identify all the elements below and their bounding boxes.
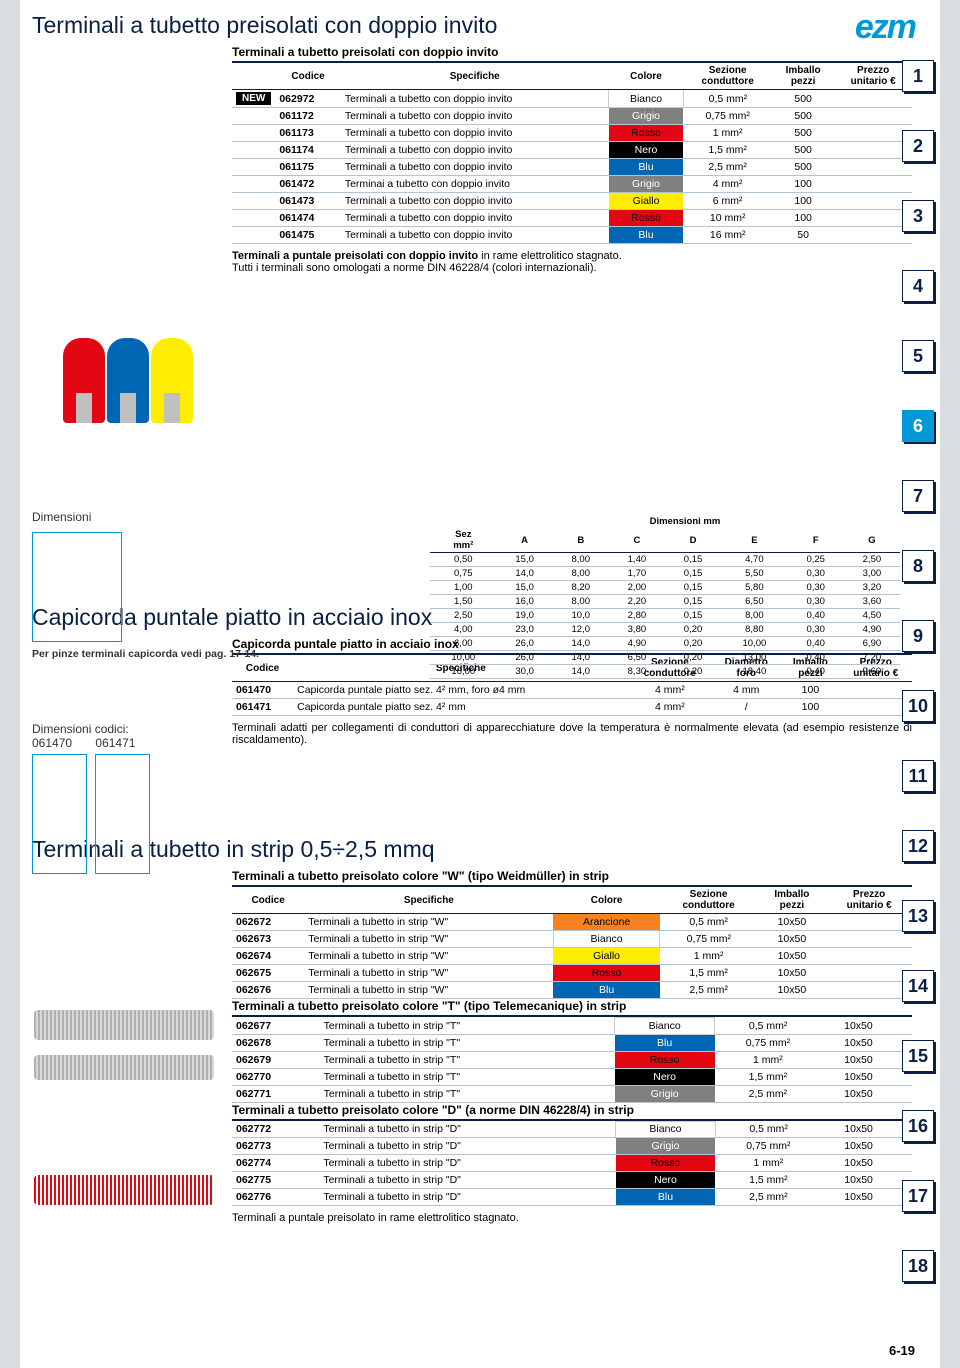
side-index: 123456789101112131415161718 (902, 60, 938, 1320)
table-row: 062774Terminali a tubetto in strip "D"Ro… (232, 1155, 912, 1172)
strip-illustration-2 (34, 1055, 214, 1080)
table1: CodiceSpecificheColoreSezioneconduttoreI… (232, 63, 912, 244)
strip-table: 062677Terminali a tubetto in strip "T"Bi… (232, 1017, 912, 1103)
table-row: 062678Terminali a tubetto in strip "T"Bl… (232, 1034, 912, 1051)
table-row: 2,5019,010,02,800,158,000,404,50 (430, 609, 900, 623)
table-row: 061175Terminali a tubetto con doppio inv… (232, 159, 912, 176)
table-row: NEW062972Terminali a tubetto con doppio … (232, 90, 912, 108)
side-index-13[interactable]: 13 (902, 900, 934, 932)
catalog-page: ezm Terminali a tubetto preisolati con d… (20, 0, 940, 1368)
table-row: 062679Terminali a tubetto in strip "T"Ro… (232, 1051, 912, 1068)
table-row: 1,5016,08,002,200,156,500,303,60 (430, 595, 900, 609)
table-row: 062775Terminali a tubetto in strip "D"Ne… (232, 1172, 912, 1189)
table-row: 062772Terminali a tubetto in strip "D"Bi… (232, 1121, 912, 1138)
brand-logo: ezm (855, 8, 915, 47)
table-row: 061474Terminali a tubetto con doppio inv… (232, 210, 912, 227)
pliers-note: Per pinze terminali capicorda vedi pag. … (32, 648, 259, 660)
dimensions-label: Dimensioni (32, 510, 91, 524)
table-row: 062675Terminali a tubetto in strip "W"Ro… (232, 965, 912, 982)
table1-description: Terminali a puntale preisolati con doppi… (232, 250, 912, 274)
page-title-1: Terminali a tubetto preisolati con doppi… (32, 12, 920, 39)
side-index-11[interactable]: 11 (902, 760, 934, 792)
table-row: 062773Terminali a tubetto in strip "D"Gr… (232, 1138, 912, 1155)
side-index-15[interactable]: 15 (902, 1040, 934, 1072)
side-index-9[interactable]: 9 (902, 620, 934, 652)
table-row: 061475Terminali a tubetto con doppio inv… (232, 227, 912, 244)
table-row: 10,0026,014,06,500,2013,000,407,20 (430, 651, 900, 665)
side-index-12[interactable]: 12 (902, 830, 934, 862)
table-row: 061471Capicorda puntale piatto sez. 4² m… (232, 699, 912, 716)
side-index-1[interactable]: 1 (902, 60, 934, 92)
table-row: 062771Terminali a tubetto in strip "T"Gr… (232, 1085, 912, 1102)
side-index-8[interactable]: 8 (902, 550, 934, 582)
side-index-6[interactable]: 6 (902, 410, 934, 442)
product-illustration (38, 330, 218, 430)
table-row: 0,7514,08,001,700,155,500,303,00 (430, 567, 900, 581)
table-row: 061173Terminali a tubetto con doppio inv… (232, 125, 912, 142)
strip-illustration-3 (34, 1175, 214, 1205)
dimension-diagram-2 (32, 750, 150, 878)
table-row: 062676Terminali a tubetto in strip "W"Bl… (232, 982, 912, 999)
table-row: 6,0026,014,04,900,2010,000,406,90 (430, 637, 900, 651)
table-row: 061470Capicorda puntale piatto sez. 4² m… (232, 682, 912, 699)
side-index-5[interactable]: 5 (902, 340, 934, 372)
table-row: 16,0030,014,08,300,2018,400,409,60 (430, 665, 900, 679)
side-index-16[interactable]: 16 (902, 1110, 934, 1142)
table-row: 062672Terminali a tubetto in strip "W"Ar… (232, 914, 912, 931)
page-number: 6-19 (889, 1343, 915, 1358)
strip-table: CodiceSpecificheColoreSezioneconduttoreI… (232, 887, 912, 999)
side-index-3[interactable]: 3 (902, 200, 934, 232)
dimtable-container: Sezmm²ABCDimensioni mmDEFG 0,5015,08,001… (430, 528, 900, 679)
side-index-4[interactable]: 4 (902, 270, 934, 302)
table2-description: Terminali adatti per collegamenti di con… (232, 722, 912, 746)
dim2-label: Dimensioni codici: 061470 061471 (32, 722, 135, 750)
table-row: 061174Terminali a tubetto con doppio inv… (232, 142, 912, 159)
table-row: 062673Terminali a tubetto in strip "W"Bi… (232, 931, 912, 948)
table-row: 062776Terminali a tubetto in strip "D"Bl… (232, 1189, 912, 1206)
dimensions-table: Sezmm²ABCDimensioni mmDEFG 0,5015,08,001… (430, 528, 900, 679)
side-index-10[interactable]: 10 (902, 690, 934, 722)
dimension-diagram-1 (32, 528, 122, 646)
table-row: 0,5015,08,001,400,154,700,252,50 (430, 553, 900, 567)
table-row: 061472Terminai a tubetto con doppio invi… (232, 176, 912, 193)
side-index-17[interactable]: 17 (902, 1180, 934, 1212)
side-index-14[interactable]: 14 (902, 970, 934, 1002)
side-index-2[interactable]: 2 (902, 130, 934, 162)
table1-container: Terminali a tubetto preisolati con doppi… (232, 45, 912, 274)
side-index-18[interactable]: 18 (902, 1250, 934, 1282)
strip-description: Terminali a puntale preisolato in rame e… (232, 1212, 920, 1224)
strip-table-title: Terminali a tubetto preisolato colore "D… (232, 1103, 912, 1121)
strip-table: 062772Terminali a tubetto in strip "D"Bi… (232, 1121, 912, 1207)
table-row: 061473Terminali a tubetto con doppio inv… (232, 193, 912, 210)
table-row: 062674Terminali a tubetto in strip "W"Gi… (232, 948, 912, 965)
strip-table-title: Terminali a tubetto preisolato colore "T… (232, 999, 912, 1017)
strip-table-title: Terminali a tubetto preisolato colore "W… (232, 869, 912, 887)
table-row: 062677Terminali a tubetto in strip "T"Bi… (232, 1018, 912, 1035)
table-row: 4,0023,012,03,800,208,800,304,90 (430, 623, 900, 637)
table1-title: Terminali a tubetto preisolati con doppi… (232, 45, 912, 63)
table-row: 1,0015,08,202,000,155,800,303,20 (430, 581, 900, 595)
strip-tables-container: Terminali a tubetto preisolato colore "W… (232, 869, 912, 1206)
strip-illustration-1 (34, 1010, 214, 1040)
table-row: 061172Terminali a tubetto con doppio inv… (232, 108, 912, 125)
table-row: 062770Terminali a tubetto in strip "T"Ne… (232, 1068, 912, 1085)
side-index-7[interactable]: 7 (902, 480, 934, 512)
page-title-3: Terminali a tubetto in strip 0,5÷2,5 mmq (32, 836, 920, 863)
